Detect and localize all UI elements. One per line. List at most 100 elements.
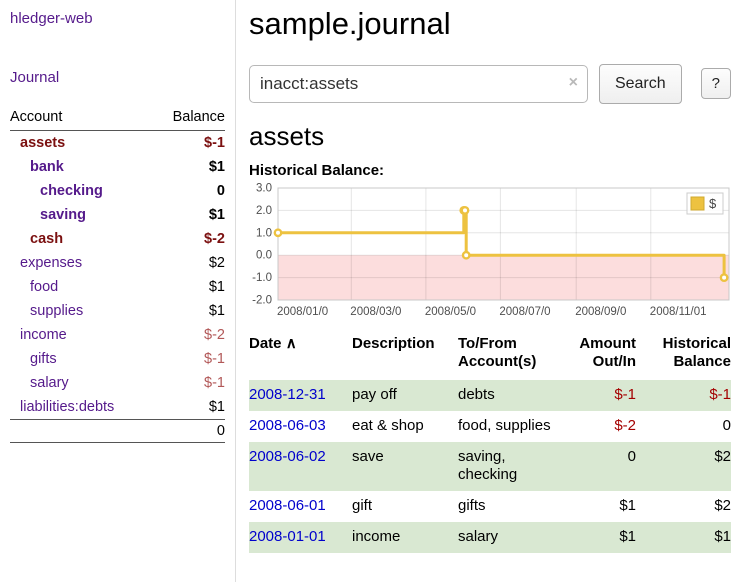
register-amount: $-2 bbox=[614, 416, 636, 434]
account-row: bank $1 bbox=[10, 155, 225, 179]
data-point-marker bbox=[460, 205, 470, 215]
account-cell: checking bbox=[10, 179, 153, 203]
account-link[interactable]: checking bbox=[40, 183, 103, 199]
accounts-header-balance: Balance bbox=[153, 106, 225, 131]
account-cell: supplies bbox=[10, 299, 153, 323]
account-link[interactable]: gifts bbox=[30, 351, 57, 367]
register-header-description: Description bbox=[352, 334, 435, 352]
account-cell: income bbox=[10, 323, 153, 347]
account-link[interactable]: liabilities:debts bbox=[20, 399, 115, 415]
register-header-date-label: Date bbox=[249, 334, 282, 352]
svg-text:1.0: 1.0 bbox=[256, 227, 272, 239]
register-accounts: debts bbox=[458, 386, 495, 404]
legend-label: $ bbox=[709, 196, 717, 211]
main-content: sample.journal × Search ? assets Histori… bbox=[236, 0, 742, 582]
register-amount: $1 bbox=[619, 527, 636, 545]
account-balance: $-1 bbox=[204, 351, 225, 367]
account-heading: assets bbox=[249, 120, 325, 151]
data-point-marker bbox=[461, 250, 471, 260]
register-table-body: 2008-12-31 pay off debts $-1 $-1 2008-06… bbox=[249, 380, 731, 553]
search-input[interactable] bbox=[249, 64, 588, 103]
register-balance: $1 bbox=[714, 527, 731, 545]
svg-text:2008/11/01: 2008/11/01 bbox=[650, 306, 707, 318]
data-point-marker bbox=[273, 227, 283, 237]
register-accounts: saving, checking bbox=[458, 447, 518, 484]
svg-text:2008/01/0: 2008/01/0 bbox=[277, 306, 328, 318]
svg-text:2008/03/0: 2008/03/0 bbox=[350, 306, 401, 318]
register-date-link[interactable]: 2008-12-31 bbox=[249, 386, 326, 404]
account-row: cash $-2 bbox=[10, 227, 225, 251]
app-title-link[interactable]: hledger-web bbox=[10, 10, 93, 27]
account-cell: salary bbox=[10, 371, 153, 395]
page-title: sample.journal bbox=[249, 6, 451, 41]
balance-chart-svg: 3.0 2.0 1.0 0.0 -1.0 -2.0 2008/01/0 2008/03/0 20… bbox=[252, 183, 730, 318]
svg-text:2008/05/0: 2008/05/0 bbox=[425, 306, 476, 318]
account-balance: $-1 bbox=[204, 375, 225, 391]
accounts-header-row: Account Balance bbox=[10, 106, 225, 131]
help-button[interactable]: ? bbox=[700, 68, 731, 100]
search-button[interactable]: Search bbox=[598, 63, 682, 104]
account-link[interactable]: food bbox=[30, 279, 59, 295]
sidebar-nav: Journal bbox=[10, 69, 225, 86]
search-form: × Search ? bbox=[249, 63, 731, 104]
register-description: pay off bbox=[352, 386, 397, 404]
register-date-cell: 2008-12-31 bbox=[249, 380, 346, 411]
register-date-link[interactable]: 2008-06-03 bbox=[249, 416, 326, 434]
chart-negative-region bbox=[278, 254, 729, 300]
register-header-row: Date ∧ Description To/From Account(s) Am… bbox=[249, 335, 731, 381]
svg-text:0.0: 0.0 bbox=[256, 249, 272, 261]
register-balance: 0 bbox=[722, 416, 731, 434]
register-header-date[interactable]: Date ∧ bbox=[249, 335, 346, 381]
clear-search-icon[interactable]: × bbox=[568, 73, 578, 91]
account-cell: bank bbox=[10, 155, 153, 179]
register-description: income bbox=[352, 527, 401, 545]
account-balance: $-1 bbox=[204, 135, 225, 151]
register-date-link[interactable]: 2008-06-01 bbox=[249, 497, 326, 515]
balance-chart: 3.0 2.0 1.0 0.0 -1.0 -2.0 2008/01/0 2008/03/0 20… bbox=[249, 183, 731, 321]
account-balance: 0 bbox=[216, 183, 225, 199]
accounts-header-account: Account bbox=[10, 106, 154, 131]
account-cell: liabilities:debts bbox=[10, 395, 153, 420]
account-cell: food bbox=[10, 275, 153, 299]
register-date-cell: 2008-01-01 bbox=[249, 522, 346, 553]
account-row: liabilities:debts $1 bbox=[10, 395, 225, 420]
register-amount: $-1 bbox=[614, 386, 636, 404]
account-cell: cash bbox=[10, 227, 153, 251]
account-balance: $2 bbox=[208, 255, 225, 271]
data-point-marker bbox=[719, 272, 729, 282]
chart-legend: $ bbox=[686, 192, 724, 215]
accounts-total-balance: 0 bbox=[153, 419, 225, 443]
register-description: eat & shop bbox=[352, 416, 424, 434]
account-link[interactable]: supplies bbox=[30, 303, 84, 319]
register-accounts: salary bbox=[458, 527, 499, 545]
register-date-cell: 2008-06-01 bbox=[249, 491, 346, 522]
account-link[interactable]: expenses bbox=[20, 255, 83, 271]
register-row: 2008-12-31 pay off debts $-1 $-1 bbox=[249, 380, 731, 411]
register-description: save bbox=[352, 447, 384, 465]
register-accounts: gifts bbox=[458, 497, 486, 515]
register-date-cell: 2008-06-02 bbox=[249, 442, 346, 492]
account-link[interactable]: saving bbox=[40, 207, 86, 223]
account-cell: saving bbox=[10, 203, 153, 227]
account-balance: $1 bbox=[208, 279, 225, 295]
account-row: salary $-1 bbox=[10, 371, 225, 395]
account-link[interactable]: income bbox=[20, 327, 67, 343]
register-date-link[interactable]: 2008-01-01 bbox=[249, 527, 326, 545]
register-balance: $2 bbox=[714, 497, 731, 515]
nav-journal-link[interactable]: Journal bbox=[10, 69, 60, 86]
register-date-cell: 2008-06-03 bbox=[249, 411, 346, 442]
register-amount: 0 bbox=[627, 447, 636, 465]
account-link[interactable]: cash bbox=[30, 231, 64, 247]
account-row: expenses $2 bbox=[10, 251, 225, 275]
account-balance: $1 bbox=[208, 399, 225, 415]
account-link[interactable]: bank bbox=[30, 159, 64, 175]
register-accounts: food, supplies bbox=[458, 416, 551, 434]
account-link[interactable]: assets bbox=[20, 135, 66, 151]
account-balance: $1 bbox=[208, 207, 225, 223]
svg-text:-1.0: -1.0 bbox=[252, 272, 272, 284]
register-date-link[interactable]: 2008-06-02 bbox=[249, 447, 326, 465]
register-row: 2008-01-01 income salary $1 $1 bbox=[249, 521, 731, 553]
app-title: hledger-web bbox=[10, 10, 225, 27]
svg-text:2008/09/0: 2008/09/0 bbox=[575, 306, 626, 318]
account-link[interactable]: salary bbox=[30, 375, 69, 391]
